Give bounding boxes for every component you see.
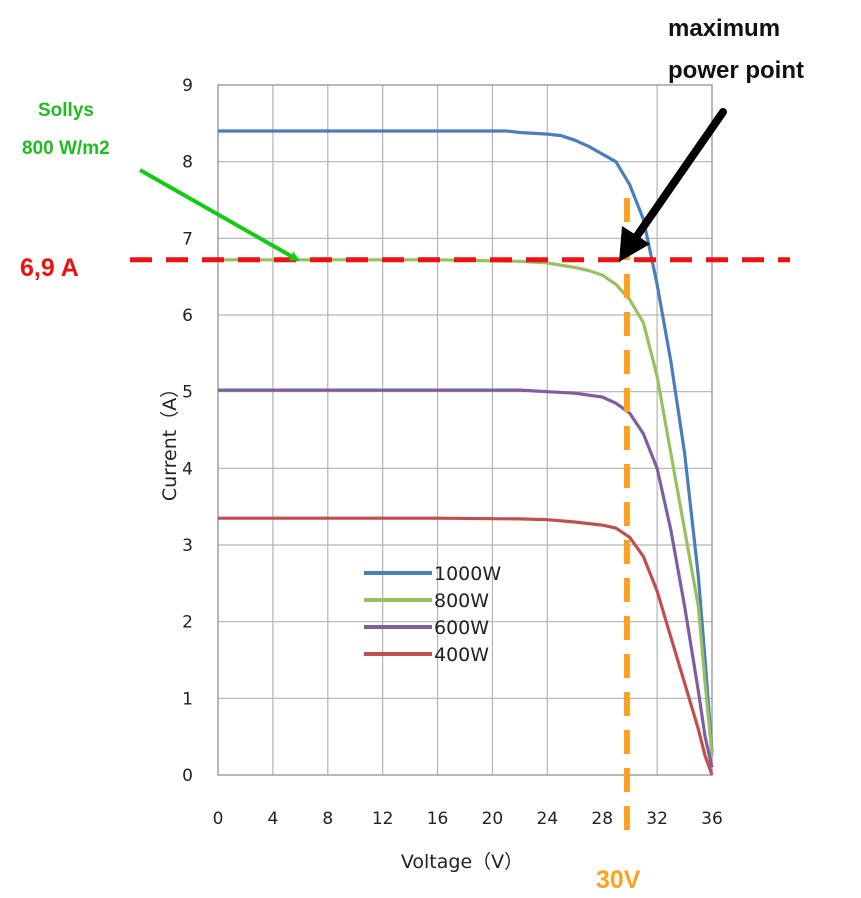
y-axis-title: Current（A） (159, 379, 181, 501)
series-line-600W (218, 388, 714, 768)
legend: 1000W 800W 600W 400W (364, 563, 501, 666)
y-tick-labels: 0 1 2 3 4 5 6 7 8 9 (182, 76, 193, 786)
y-tick-label: 4 (182, 459, 193, 479)
x-tick-label: 28 (591, 809, 613, 829)
y-tick-label: 5 (182, 383, 193, 403)
x-tick-label: 0 (213, 809, 224, 829)
x-tick-label: 36 (701, 809, 723, 829)
x-tick-label: 12 (372, 809, 394, 829)
legend-label: 600W (434, 617, 489, 639)
series-line-400W (218, 516, 714, 776)
x-tick-label: 24 (537, 809, 559, 829)
y-tick-label: 3 (182, 536, 193, 556)
mpp-label-line2: power point (668, 57, 804, 84)
plot-grid (217, 84, 713, 776)
legend-label: 1000W (434, 563, 501, 585)
series-line-800W (218, 258, 714, 756)
x-axis-title: Voltage（V） (401, 851, 523, 873)
voltage-label: 30V (596, 866, 641, 894)
series-lines (218, 129, 714, 776)
x-tick-label: 20 (482, 809, 504, 829)
y-tick-label: 1 (182, 689, 193, 709)
sollys-arrow (139, 168, 300, 262)
sollys-label-line2: 800 W/m2 (22, 138, 110, 159)
series-line-1000W (218, 129, 714, 753)
y-tick-label: 6 (182, 306, 193, 326)
legend-label: 400W (434, 644, 489, 666)
mpp-arrow (619, 108, 727, 262)
x-tick-label: 16 (427, 809, 449, 829)
y-tick-label: 0 (182, 766, 193, 786)
x-tick-label: 32 (646, 809, 668, 829)
y-tick-label: 8 (182, 153, 193, 173)
current-level-label: 6,9 A (20, 254, 79, 282)
legend-label: 800W (434, 590, 489, 612)
x-tick-labels: 0 4 8 12 16 20 24 28 32 36 (213, 809, 723, 829)
x-tick-label: 4 (267, 809, 278, 829)
sollys-label-line1: Sollys (38, 100, 94, 121)
y-tick-label: 9 (182, 76, 193, 96)
mpp-label-line1: maximum (668, 15, 780, 42)
y-tick-label: 7 (182, 229, 193, 249)
plot-frame (217, 84, 713, 776)
x-tick-label: 8 (322, 809, 333, 829)
y-tick-label: 2 (182, 613, 193, 633)
